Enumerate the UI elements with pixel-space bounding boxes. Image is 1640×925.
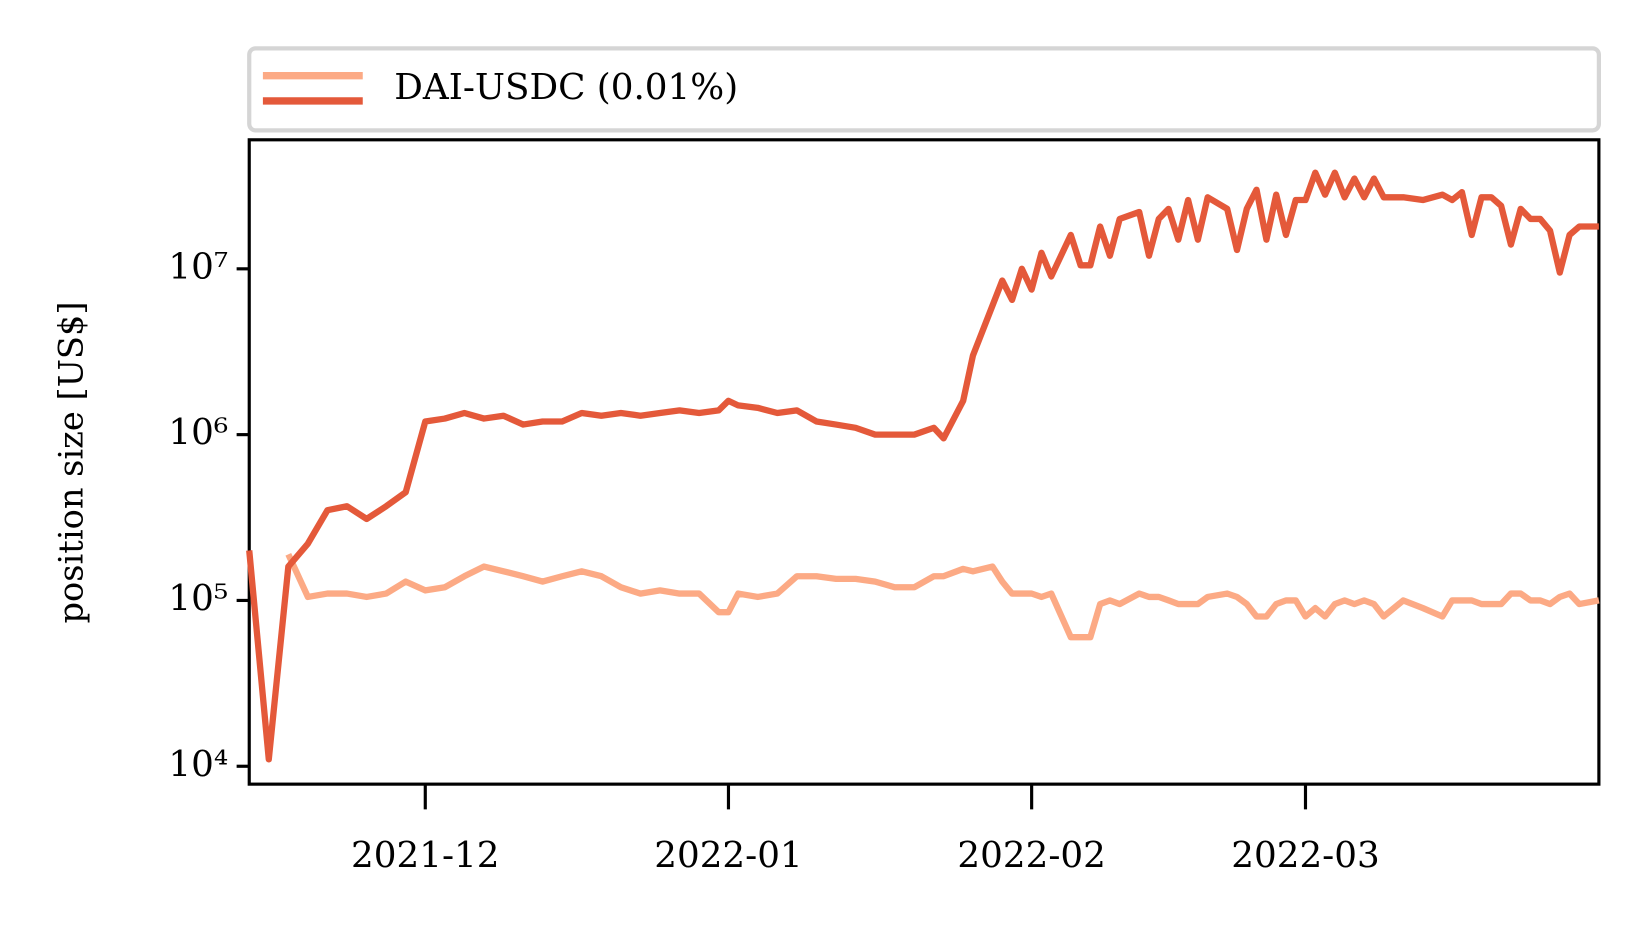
series-line bbox=[246, 169, 1599, 763]
y-tick-label: 10⁷ bbox=[168, 246, 228, 287]
y-tick-label: 10⁶ bbox=[168, 412, 228, 453]
y-tick-label: 10⁵ bbox=[168, 578, 228, 619]
y-axis-label: position size [US$] bbox=[52, 302, 91, 624]
y-tick-label: 10⁴ bbox=[168, 744, 228, 785]
x-tick-label: 2022-02 bbox=[957, 835, 1105, 876]
legend-box bbox=[247, 46, 1601, 133]
plot-frame bbox=[247, 138, 1601, 786]
legend-label: DAI-USDC (0.01%) bbox=[394, 67, 738, 108]
x-tick-label: 2022-01 bbox=[654, 835, 802, 876]
x-tick-label: 2021-12 bbox=[351, 835, 499, 876]
series-line bbox=[285, 552, 1600, 641]
x-tick-label: 2022-03 bbox=[1231, 835, 1379, 876]
